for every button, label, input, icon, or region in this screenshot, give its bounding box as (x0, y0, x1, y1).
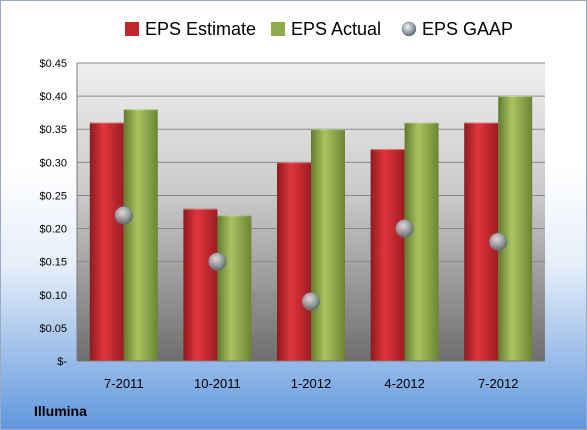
company-label: Illumina (34, 403, 87, 419)
eps-estimate-bar (370, 149, 405, 361)
eps-actual-bar (311, 129, 345, 361)
legend-swatch (125, 22, 139, 36)
eps-actual-bar (217, 215, 252, 361)
eps-estimate-bar (89, 122, 124, 361)
y-axis: $- $0.05 $0.10 $0.15 $0.20 $0.25 $0.30 $0.35 $0.… (39, 58, 78, 368)
y-tick-label: $0.10 (39, 290, 67, 302)
y-tick-label: $0.05 (39, 323, 67, 335)
y-tick-label: $0.25 (39, 190, 67, 202)
x-category-label: 7-2012 (478, 376, 518, 391)
y-tick-label: $0.15 (39, 257, 67, 269)
x-axis: 7-2011 10-2011 1-2012 4-2012 7-2012 (77, 360, 545, 391)
legend-swatch (271, 22, 285, 36)
bars (89, 96, 533, 361)
y-tick-label: $0.40 (39, 91, 67, 103)
y-tick-label: $0.35 (39, 124, 67, 136)
eps-gaap-point (395, 219, 414, 238)
eps-gaap-point (208, 252, 227, 271)
x-category-label: 7-2011 (104, 376, 144, 391)
legend-label: EPS GAAP (422, 19, 513, 39)
eps-actual-bar (498, 96, 533, 361)
legend-label: EPS Actual (291, 19, 381, 39)
legend-swatch (401, 21, 417, 37)
eps-estimate-bar (183, 208, 218, 361)
eps-actual-bar (404, 122, 439, 361)
legend: EPS Estimate EPS Actual EPS GAAP (125, 19, 513, 39)
eps-gaap-point (488, 232, 508, 252)
y-tick-label: $0.30 (39, 157, 67, 169)
gaap-points (114, 206, 508, 311)
y-tick-label: $- (57, 356, 67, 368)
legend-label: EPS Estimate (145, 19, 256, 39)
eps-actual-bar (123, 109, 158, 361)
eps-gaap-point (114, 206, 134, 225)
eps-estimate-bar (277, 162, 311, 361)
y-tick-label: $0.45 (39, 58, 67, 70)
eps-gaap-point (301, 292, 321, 311)
x-category-label: 4-2012 (384, 376, 424, 391)
y-tick-label: $0.20 (39, 224, 67, 236)
x-category-label: 1-2012 (291, 376, 331, 391)
x-category-label: 10-2011 (194, 376, 241, 391)
